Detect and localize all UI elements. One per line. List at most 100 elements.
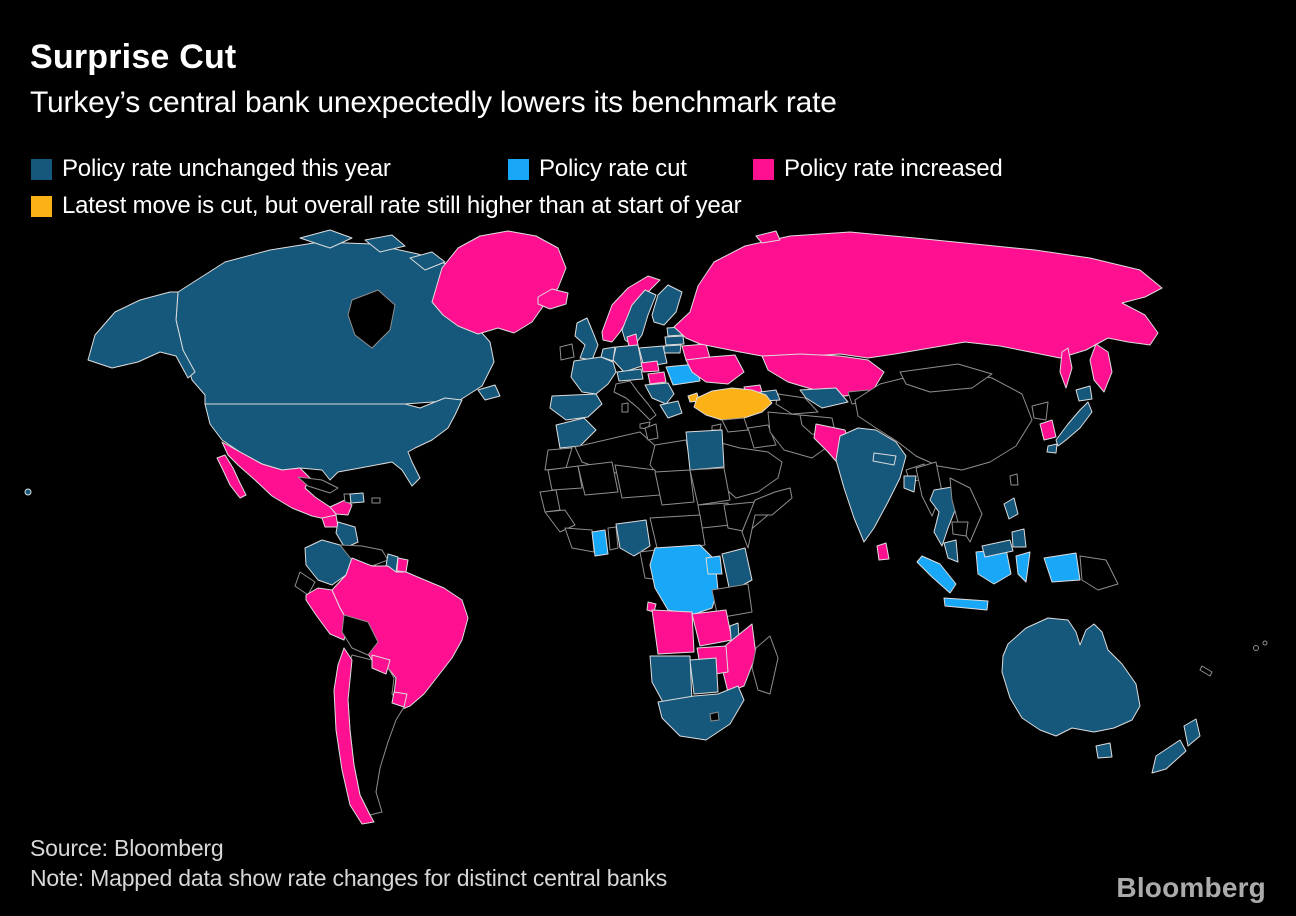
country-russia [673, 231, 1163, 359]
country-mexico-baja [216, 454, 247, 499]
country-morocco [555, 417, 597, 449]
country-india [835, 427, 907, 543]
country-north-korea [1031, 401, 1049, 421]
country-balkans [644, 382, 675, 405]
country-united-states-alaska [87, 291, 196, 379]
country-vietnam-laos [949, 477, 983, 543]
legend-label-increased: Policy rate increased [784, 155, 1003, 182]
country-iraq [747, 424, 777, 449]
country-indonesia-sulawesi [1015, 551, 1031, 583]
country-new-caledonia [1199, 665, 1213, 677]
country-chile [333, 647, 375, 825]
country-niger [614, 464, 661, 499]
country-canada-arctic-island [299, 229, 353, 249]
country-nicaragua [335, 521, 359, 549]
country-philippines-mindanao [1011, 528, 1027, 548]
country-indonesia-papua [1043, 552, 1081, 583]
country-germany [612, 344, 643, 373]
country-south-korea [1039, 419, 1057, 441]
country-turkmenistan [775, 393, 819, 415]
country-svalbard [755, 230, 781, 244]
country-senegal-guinea [539, 489, 561, 513]
country-malaysia [943, 539, 959, 563]
note-label: Note: Mapped data show rate changes for … [30, 865, 668, 892]
legend-item-increased: Policy rate increased [753, 155, 1003, 183]
country-cuba [297, 476, 339, 494]
country-dr-congo [649, 544, 719, 616]
country-bolivia [341, 614, 379, 656]
country-philippines-luzon [1003, 497, 1019, 520]
country-uzbekistan [799, 387, 849, 409]
country-western-sahara [544, 447, 573, 471]
footer: Source: Bloomberg Note: Mapped data show… [30, 833, 667, 894]
source-label: Source: Bloomberg [30, 835, 224, 861]
country-ukraine [685, 354, 745, 385]
country-cambodia [951, 521, 969, 537]
legend-swatch-cut [508, 158, 529, 180]
country-russia-sakhalin [1059, 347, 1073, 389]
country-mongolia [899, 363, 993, 393]
country-cyprus [711, 423, 722, 431]
country-indonesia-java [943, 597, 989, 611]
country-austria-switzerland [616, 368, 644, 382]
country-latvia [664, 335, 685, 346]
country-lithuania [663, 344, 682, 354]
country-namibia [649, 655, 693, 705]
country-sudan [689, 467, 731, 506]
country-iceland [537, 288, 569, 310]
country-italy [613, 380, 657, 421]
country-sri-lanka [876, 542, 890, 561]
country-finland [651, 284, 683, 326]
country-dominican-republic [349, 492, 365, 504]
country-fiji [1262, 640, 1268, 646]
country-togo-benin [607, 526, 619, 551]
country-zambia [691, 609, 733, 647]
page-subtitle: Turkey’s central bank unexpectedly lower… [30, 85, 837, 119]
country-uruguay [391, 691, 408, 708]
country-canada-newfoundland [477, 384, 501, 401]
country-tunisia [644, 423, 659, 441]
country-fiji [1253, 645, 1259, 651]
country-ireland [559, 343, 575, 361]
country-puerto-rico [371, 497, 381, 504]
country-uganda [705, 555, 723, 575]
legend-swatch-cut-but-higher [31, 195, 52, 217]
country-cameroon-car [649, 514, 706, 553]
country-united-states [204, 397, 463, 487]
legend-label-cut: Policy rate cut [539, 155, 687, 182]
country-bangladesh [903, 475, 917, 493]
country-netherlands-belgium [600, 346, 616, 362]
country-indonesia-sumatra [916, 555, 957, 594]
country-australia [1001, 617, 1141, 737]
country-mali [577, 461, 619, 496]
country-angola [651, 609, 695, 655]
country-botswana [689, 657, 719, 695]
country-madagascar [751, 635, 779, 695]
country-japan-kyushu [1046, 443, 1058, 454]
country-poland [638, 345, 668, 368]
country-mexico-yucatan [329, 499, 353, 516]
country-new-zealand-south [1151, 739, 1187, 774]
country-chad [654, 469, 695, 506]
legend-label-cut-but-higher: Latest move is cut, but overall rate sti… [62, 192, 742, 219]
country-suriname [396, 557, 409, 573]
legend-swatch-increased [753, 158, 774, 180]
country-tanzania [711, 583, 753, 619]
country-nigeria [615, 519, 651, 557]
country-syria [721, 417, 749, 433]
country-taiwan [1009, 473, 1019, 486]
country-australia-tasmania [1095, 742, 1113, 759]
country-papua-new-guinea [1079, 555, 1119, 591]
country-new-zealand-north [1183, 718, 1201, 747]
page-title: Surprise Cut [30, 38, 237, 76]
country-japan-honshu [1055, 401, 1093, 447]
hudson-bay [347, 289, 396, 349]
country-lesotho [709, 711, 720, 722]
country-nepal [872, 452, 897, 466]
country-united-states-hawaii [24, 488, 32, 496]
country-canada-arctic-island [364, 234, 406, 253]
country-south-africa [657, 685, 745, 741]
legend-swatch-unchanged [31, 158, 52, 180]
country-somalia [741, 487, 793, 549]
